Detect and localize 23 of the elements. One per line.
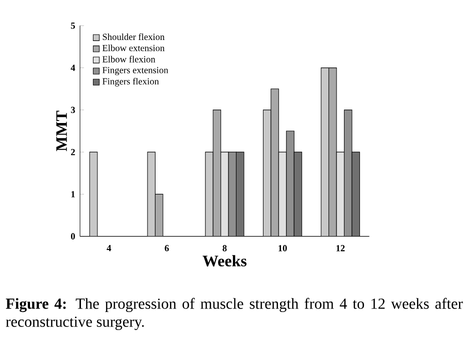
x-tick-label: 4 [106, 245, 112, 252]
x-tick-label: 10 [278, 245, 287, 252]
x-axis-title: Weeks [202, 255, 246, 267]
legend-label: Elbow flexion [102, 56, 156, 62]
x-tick-label: 6 [164, 245, 169, 252]
y-tick-label: 3 [70, 106, 75, 114]
y-axis-title: MMT [56, 110, 67, 152]
text: Figure 4: The progression of muscle strength from 4 to 12 weeks after reconstructive surgery. [6, 298, 463, 330]
y-tick-label: 2 [71, 148, 75, 156]
y-tick-label: 0 [70, 233, 75, 240]
x-tick-label: 8 [222, 245, 227, 252]
bar [89, 152, 98, 236]
y-tick-label: 4 [70, 64, 76, 71]
y-tick-label: 5 [71, 22, 75, 29]
legend-label: Fingers flexion [102, 78, 159, 86]
legend-label: Elbow extension [102, 44, 165, 52]
legend-label: Shoulder flexion [102, 33, 165, 40]
x-tick-label: 12 [336, 245, 345, 252]
y-tick-label: 1 [71, 191, 75, 198]
bar [228, 152, 236, 236]
legend-label: Fingers extension [102, 67, 168, 76]
bar [286, 130, 294, 236]
bar [344, 110, 352, 236]
